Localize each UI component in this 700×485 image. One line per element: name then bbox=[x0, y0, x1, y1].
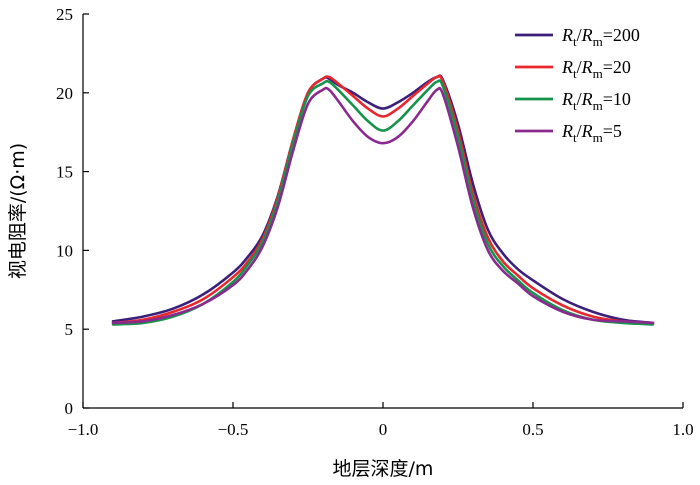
series-line-2 bbox=[111, 74, 655, 325]
legend-label: Rt/Rm=200 bbox=[561, 25, 640, 49]
x-tick-label: 0 bbox=[379, 420, 388, 439]
series-line-1 bbox=[111, 74, 655, 325]
legend-label: Rt/Rm=10 bbox=[561, 89, 631, 113]
ticks: −1.0 −0.5 0 0.5 1.0 0 5 10 15 20 25 bbox=[56, 5, 694, 439]
series-lines bbox=[111, 74, 655, 326]
legend-entry: Rt/Rm=5 bbox=[515, 121, 622, 145]
series-line-4 bbox=[111, 86, 655, 325]
y-tick-label: 10 bbox=[56, 241, 73, 260]
x-tick-label: −1.0 bbox=[68, 420, 99, 439]
y-tick-label: 25 bbox=[56, 5, 73, 24]
y-tick-label: 20 bbox=[56, 84, 73, 103]
legend-entry: Rt/Rm=20 bbox=[515, 57, 631, 81]
legend-entry: Rt/Rm=10 bbox=[515, 89, 631, 113]
legend-entry: Rt/Rm=200 bbox=[515, 25, 640, 49]
y-tick-label: 0 bbox=[65, 399, 74, 418]
legend-label: Rt/Rm=5 bbox=[561, 121, 622, 145]
series-line-3 bbox=[111, 79, 655, 326]
x-tick-label: 0.5 bbox=[522, 420, 543, 439]
x-tick-label: 1.0 bbox=[672, 420, 693, 439]
y-axis-title: 视电阻率/(Ω·m) bbox=[7, 143, 29, 279]
y-tick-label: 5 bbox=[65, 320, 74, 339]
x-tick-label: −0.5 bbox=[218, 420, 249, 439]
legend: Rt/Rm=200 Rt/Rm=20 Rt/Rm=10 Rt/Rm=5 bbox=[515, 25, 640, 145]
x-axis-title: 地层深度/m bbox=[333, 458, 434, 480]
y-tick-label: 15 bbox=[56, 163, 73, 182]
legend-label: Rt/Rm=20 bbox=[561, 57, 631, 81]
